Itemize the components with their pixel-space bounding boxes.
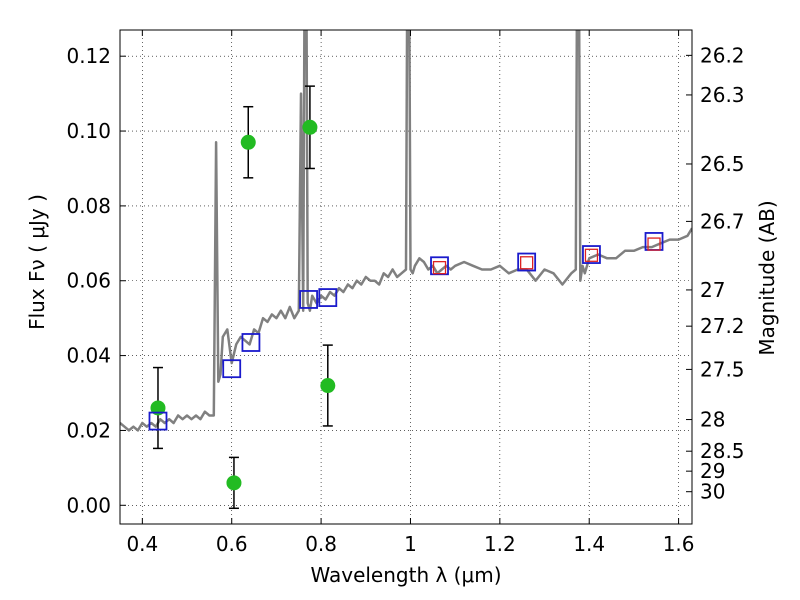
y-tick-label: 0.06: [66, 269, 111, 293]
x-tick-label: 0.4: [126, 532, 158, 556]
observed-point: [226, 475, 242, 491]
model-point-inner: [584, 248, 599, 262]
mag-tick-label: 27.2: [700, 314, 745, 338]
mag-tick-label: 27.5: [700, 357, 745, 381]
mag-tick-label: 30: [700, 480, 725, 504]
model-point: [148, 411, 168, 431]
plot-frame: [119, 29, 693, 525]
mag-tick-label: 26.2: [700, 43, 745, 67]
model-spectrum: [120, 30, 692, 432]
mag-tick-label: 28: [700, 408, 725, 432]
y-tick-label: 0.00: [66, 493, 111, 517]
y-tick-label: 0.08: [66, 194, 111, 218]
axis-ticks: 0.4 0.6 0.8 1 1.2 1.4 1.6 0.00 0.02 0.04 0.06 0.08 0…: [66, 30, 745, 556]
model-point: [318, 288, 338, 307]
y-tick-label: 0.12: [66, 44, 111, 68]
x-tick-label: 1.2: [484, 532, 516, 556]
spectrum-line: [120, 30, 692, 432]
right-axis-label: Magnitude (AB): [755, 200, 779, 355]
x-tick-label: 0.6: [216, 532, 248, 556]
model-point-inner: [520, 256, 534, 270]
grid-lines: [120, 30, 692, 524]
y-tick-label: 0.02: [66, 418, 111, 442]
error-bars: [152, 85, 333, 510]
x-axis-label: Wavelength λ (μm): [310, 563, 501, 587]
model-point: [517, 252, 537, 272]
observed-point: [302, 119, 318, 135]
model-point: [299, 290, 318, 309]
mag-tick-label: 26.7: [700, 209, 745, 233]
x-tick-label: 0.8: [305, 532, 337, 556]
y-tick-label: 0.04: [66, 344, 111, 368]
x-tick-label: 1.6: [663, 532, 695, 556]
model-point-inner: [432, 260, 447, 275]
mag-tick-label: 27: [700, 278, 725, 302]
observed-point: [320, 378, 336, 394]
model-point-inner: [647, 237, 661, 251]
model-point: [222, 359, 242, 379]
mag-tick-label: 28.5: [700, 439, 745, 463]
model-point: [241, 333, 261, 352]
y-axis-label: Flux Fν ( μJy ): [25, 194, 49, 330]
mag-tick-label: 26.3: [700, 83, 745, 107]
model-point: [582, 245, 601, 264]
observed-point: [240, 134, 256, 150]
x-tick-label: 1.4: [573, 532, 605, 556]
observed-points: [150, 119, 336, 491]
x-tick-label: 1: [404, 532, 417, 556]
mag-tick-label: 29: [700, 459, 725, 483]
y-tick-label: 0.10: [66, 119, 111, 143]
model-points: [148, 232, 664, 431]
mag-tick-label: 26.5: [700, 152, 745, 176]
